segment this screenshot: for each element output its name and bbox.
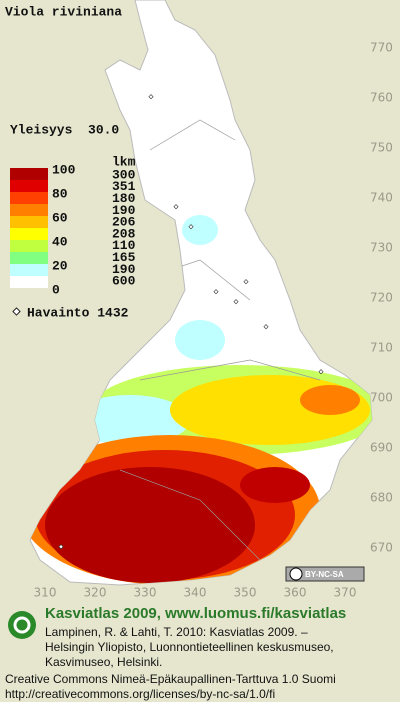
- northing-label: 730: [370, 241, 393, 255]
- scale-label: 0: [52, 282, 60, 297]
- scale-label: 80: [52, 186, 68, 201]
- citation-line: Lampinen, R. & Lahti, T. 2010: Kasviatla…: [45, 625, 308, 639]
- northing-label: 750: [370, 141, 393, 155]
- count-value: 206: [112, 215, 136, 230]
- cc-badge: BY-NC-SA: [285, 566, 365, 582]
- northing-label: 670: [370, 541, 393, 555]
- northing-label: 740: [370, 191, 393, 205]
- easting-label: 320: [84, 586, 107, 600]
- count-value: 180: [112, 191, 136, 206]
- scale-label: 20: [52, 258, 68, 273]
- logo: [8, 611, 36, 639]
- observations: Havainto 1432: [27, 305, 129, 320]
- citation-line: Helsingin Yliopisto, Luonnontieteellinen…: [45, 640, 334, 654]
- northing-label: 690: [370, 441, 393, 455]
- scale-label: 40: [52, 234, 68, 249]
- northing-label: 680: [370, 491, 393, 505]
- northing-label: 710: [370, 341, 393, 355]
- northing-label: 700: [370, 391, 393, 405]
- count-value: 600: [112, 274, 136, 289]
- count-value: 110: [112, 238, 136, 253]
- count-value: 300: [112, 167, 136, 182]
- count-value: 351: [112, 179, 136, 194]
- license-line: http://creativecommons.org/licenses/by-n…: [5, 687, 275, 701]
- count-header: lkm: [112, 154, 136, 169]
- scale-label: 60: [52, 210, 68, 225]
- observation-symbol: [12, 307, 21, 316]
- count-value: 190: [112, 203, 136, 218]
- northing-label: 720: [370, 291, 393, 305]
- license-badge: BY-NC-SA: [305, 570, 344, 579]
- count-value: 190: [112, 262, 136, 277]
- easting-label: 340: [184, 586, 207, 600]
- easting-label: 370: [334, 586, 357, 600]
- count-value: 208: [112, 226, 136, 241]
- color-scale: [10, 168, 48, 288]
- species-title: Viola riviniana: [5, 4, 122, 19]
- finland-map: [29, 0, 373, 586]
- frequency: Yleisyys 30.0: [10, 122, 119, 137]
- easting-label: 330: [134, 586, 157, 600]
- citation-line: Kasvimuseo, Helsinki.: [45, 655, 162, 669]
- easting-label: 360: [284, 586, 307, 600]
- footer-heading: Kasviatlas 2009, www.luomus.fi/kasviatla…: [45, 605, 346, 622]
- scale-label: 100: [52, 162, 76, 177]
- easting-label: 310: [34, 586, 57, 600]
- easting-label: 350: [234, 586, 257, 600]
- license-line: Creative Commons Nimeä-Epäkaupallinen-Ta…: [5, 672, 336, 686]
- northing-label: 770: [370, 41, 393, 55]
- count-value: 165: [112, 250, 136, 265]
- northing-label: 760: [370, 91, 393, 105]
